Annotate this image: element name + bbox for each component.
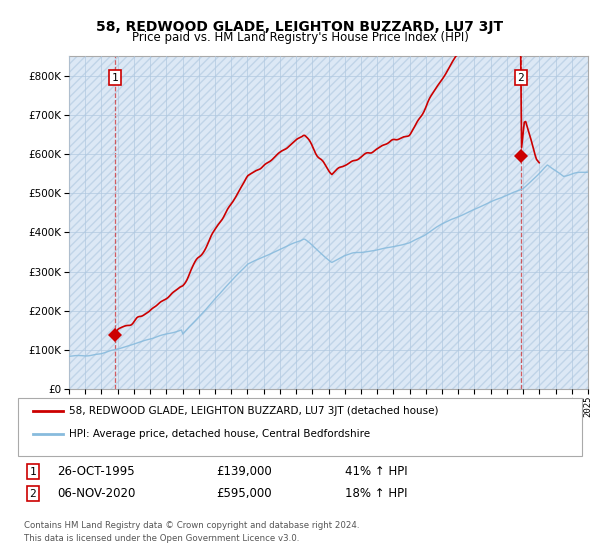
Text: 41% ↑ HPI: 41% ↑ HPI xyxy=(345,465,407,478)
Text: 58, REDWOOD GLADE, LEIGHTON BUZZARD, LU7 3JT: 58, REDWOOD GLADE, LEIGHTON BUZZARD, LU7… xyxy=(97,20,503,34)
Text: 58, REDWOOD GLADE, LEIGHTON BUZZARD, LU7 3JT (detached house): 58, REDWOOD GLADE, LEIGHTON BUZZARD, LU7… xyxy=(69,407,439,416)
Text: Price paid vs. HM Land Registry's House Price Index (HPI): Price paid vs. HM Land Registry's House … xyxy=(131,31,469,44)
Text: 06-NOV-2020: 06-NOV-2020 xyxy=(57,487,136,501)
Text: 1: 1 xyxy=(29,466,37,477)
Text: £139,000: £139,000 xyxy=(216,465,272,478)
Text: £595,000: £595,000 xyxy=(216,487,272,501)
Text: 18% ↑ HPI: 18% ↑ HPI xyxy=(345,487,407,501)
Text: 2: 2 xyxy=(29,489,37,499)
Text: 2: 2 xyxy=(517,73,524,83)
Text: 1: 1 xyxy=(112,73,118,83)
Text: Contains HM Land Registry data © Crown copyright and database right 2024.
This d: Contains HM Land Registry data © Crown c… xyxy=(24,521,359,543)
Text: 26-OCT-1995: 26-OCT-1995 xyxy=(57,465,134,478)
Text: HPI: Average price, detached house, Central Bedfordshire: HPI: Average price, detached house, Cent… xyxy=(69,429,370,438)
